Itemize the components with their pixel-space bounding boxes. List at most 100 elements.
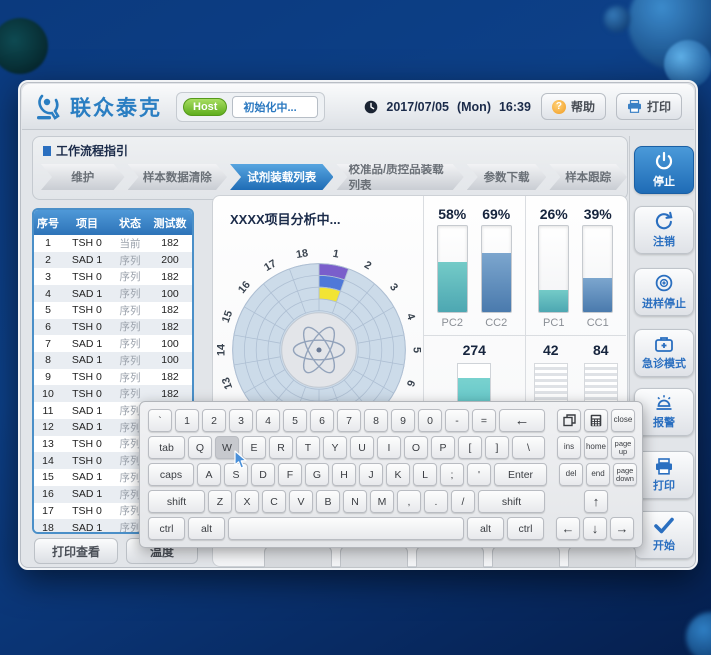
table-row[interactable]: 8 SAD 1 序列 100 xyxy=(34,352,192,369)
key-→[interactable]: → xyxy=(610,517,634,540)
key-alt[interactable]: alt xyxy=(188,517,225,540)
key-calc[interactable] xyxy=(584,409,608,432)
key-U[interactable]: U xyxy=(350,436,374,459)
key-V[interactable]: V xyxy=(289,490,313,513)
key-caps[interactable]: caps xyxy=(148,463,194,486)
bottom-button-hidden[interactable] xyxy=(340,546,408,568)
bottom-button-hidden[interactable] xyxy=(492,546,560,568)
key-space[interactable] xyxy=(228,517,464,540)
table-row[interactable]: 2 SAD 1 序列 200 xyxy=(34,251,192,269)
key-9[interactable]: 9 xyxy=(391,409,415,432)
key-W[interactable]: W xyxy=(215,436,239,459)
table-row[interactable]: 17 TSH 0 序列 xyxy=(34,503,192,520)
key-K[interactable]: K xyxy=(386,463,410,486)
workflow-step-1[interactable]: 维护 xyxy=(41,164,125,190)
workflow-step-6[interactable]: 样本跟踪 xyxy=(549,164,627,190)
workflow-step-2[interactable]: 样本数据清除 xyxy=(128,164,227,190)
key-close[interactable]: close xyxy=(611,409,635,432)
workflow-step-3[interactable]: 试剂装载列表 xyxy=(230,164,333,190)
key-1[interactable]: 1 xyxy=(175,409,199,432)
key-0[interactable]: 0 xyxy=(418,409,442,432)
key-I[interactable]: I xyxy=(377,436,401,459)
sidebar-button-4[interactable]: 急诊模式 xyxy=(634,329,694,377)
key-B[interactable]: B xyxy=(316,490,340,513)
key-backtick[interactable]: ` xyxy=(148,409,172,432)
bottom-button-hidden[interactable] xyxy=(416,546,484,568)
table-row[interactable]: 5 TSH 0 序列 182 xyxy=(34,302,192,319)
key-Enter[interactable]: Enter xyxy=(494,463,547,486)
sidebar-button-2[interactable]: 注销 xyxy=(634,206,694,254)
key-2[interactable]: 2 xyxy=(202,409,226,432)
table-row[interactable]: 6 TSH 0 序列 182 xyxy=(34,318,192,336)
key-7[interactable]: 7 xyxy=(337,409,361,432)
key-E[interactable]: E xyxy=(242,436,266,459)
table-row[interactable]: 15 SAD 1 序列 xyxy=(34,469,192,486)
key-equals[interactable]: = xyxy=(472,409,496,432)
key-L[interactable]: L xyxy=(413,463,437,486)
key-win[interactable] xyxy=(557,409,581,432)
key-comma[interactable]: , xyxy=(397,490,421,513)
key-3[interactable]: 3 xyxy=(229,409,253,432)
key-ctrl[interactable]: ctrl xyxy=(507,517,544,540)
help-button[interactable]: ? 帮助 xyxy=(540,93,606,120)
workflow-step-5[interactable]: 参数下载 xyxy=(467,164,547,190)
sidebar-button-1[interactable]: 停止 xyxy=(634,146,694,194)
key-↓[interactable]: ↓ xyxy=(583,517,607,540)
key-G[interactable]: G xyxy=(305,463,329,486)
key-4[interactable]: 4 xyxy=(256,409,280,432)
table-row[interactable]: 9 TSH 0 序列 182 xyxy=(34,369,192,386)
table-row[interactable]: 4 SAD 1 序列 100 xyxy=(34,285,192,302)
key-alt[interactable]: alt xyxy=(467,517,504,540)
key-period[interactable]: . xyxy=(424,490,448,513)
table-row[interactable]: 11 SAD 1 序列 xyxy=(34,402,192,419)
key-←[interactable]: ← xyxy=(556,517,580,540)
sidebar-button-5[interactable]: 报警 xyxy=(634,388,694,436)
key-home[interactable]: home xyxy=(584,436,608,459)
table-row[interactable]: 7 SAD 1 序列 100 xyxy=(34,335,192,352)
key-shift[interactable]: shift xyxy=(478,490,545,513)
bottom-button-hidden[interactable] xyxy=(264,546,332,568)
key-slash[interactable]: / xyxy=(451,490,475,513)
key-minus[interactable]: - xyxy=(445,409,469,432)
key-A[interactable]: A xyxy=(197,463,221,486)
key-lbracket[interactable]: [ xyxy=(458,436,482,459)
key-8[interactable]: 8 xyxy=(364,409,388,432)
key-backspace[interactable]: ← xyxy=(499,409,545,432)
key-J[interactable]: J xyxy=(359,463,383,486)
key-O[interactable]: O xyxy=(404,436,428,459)
key-quote[interactable]: ' xyxy=(467,463,491,486)
key-end[interactable]: end xyxy=(586,463,610,486)
table-row[interactable]: 13 TSH 0 序列 xyxy=(34,436,192,453)
key-Y[interactable]: Y xyxy=(323,436,347,459)
sidebar-button-7[interactable]: 开始 xyxy=(634,511,694,559)
key-X[interactable]: X xyxy=(235,490,259,513)
key-ins[interactable]: ins xyxy=(557,436,581,459)
key-6[interactable]: 6 xyxy=(310,409,334,432)
table-row[interactable]: 10 TSH 0 序列 182 xyxy=(34,385,192,403)
key-Z[interactable]: Z xyxy=(208,490,232,513)
bottom-button-hidden[interactable] xyxy=(568,546,636,568)
key-D[interactable]: D xyxy=(251,463,275,486)
sidebar-button-6[interactable]: 打印 xyxy=(634,451,694,499)
sidebar-button-3[interactable]: 进样停止 xyxy=(634,268,694,316)
key-tab[interactable]: tab xyxy=(148,436,185,459)
key-Q[interactable]: Q xyxy=(188,436,212,459)
key-M[interactable]: M xyxy=(370,490,394,513)
key-del[interactable]: del xyxy=(559,463,583,486)
key-5[interactable]: 5 xyxy=(283,409,307,432)
key-rbracket[interactable]: ] xyxy=(485,436,509,459)
key-H[interactable]: H xyxy=(332,463,356,486)
key-backslash[interactable]: \ xyxy=(512,436,545,459)
table-row[interactable]: 1 TSH 0 当前 182 xyxy=(34,235,192,252)
key-pagesymup[interactable]: page up xyxy=(611,436,635,459)
key-N[interactable]: N xyxy=(343,490,367,513)
key-T[interactable]: T xyxy=(296,436,320,459)
bottom-button-1[interactable]: 打印查看 xyxy=(34,538,118,564)
key-R[interactable]: R xyxy=(269,436,293,459)
key-C[interactable]: C xyxy=(262,490,286,513)
key-semicolon[interactable]: ; xyxy=(440,463,464,486)
key-ctrl[interactable]: ctrl xyxy=(148,517,185,540)
key-F[interactable]: F xyxy=(278,463,302,486)
key-shift[interactable]: shift xyxy=(148,490,205,513)
key-P[interactable]: P xyxy=(431,436,455,459)
